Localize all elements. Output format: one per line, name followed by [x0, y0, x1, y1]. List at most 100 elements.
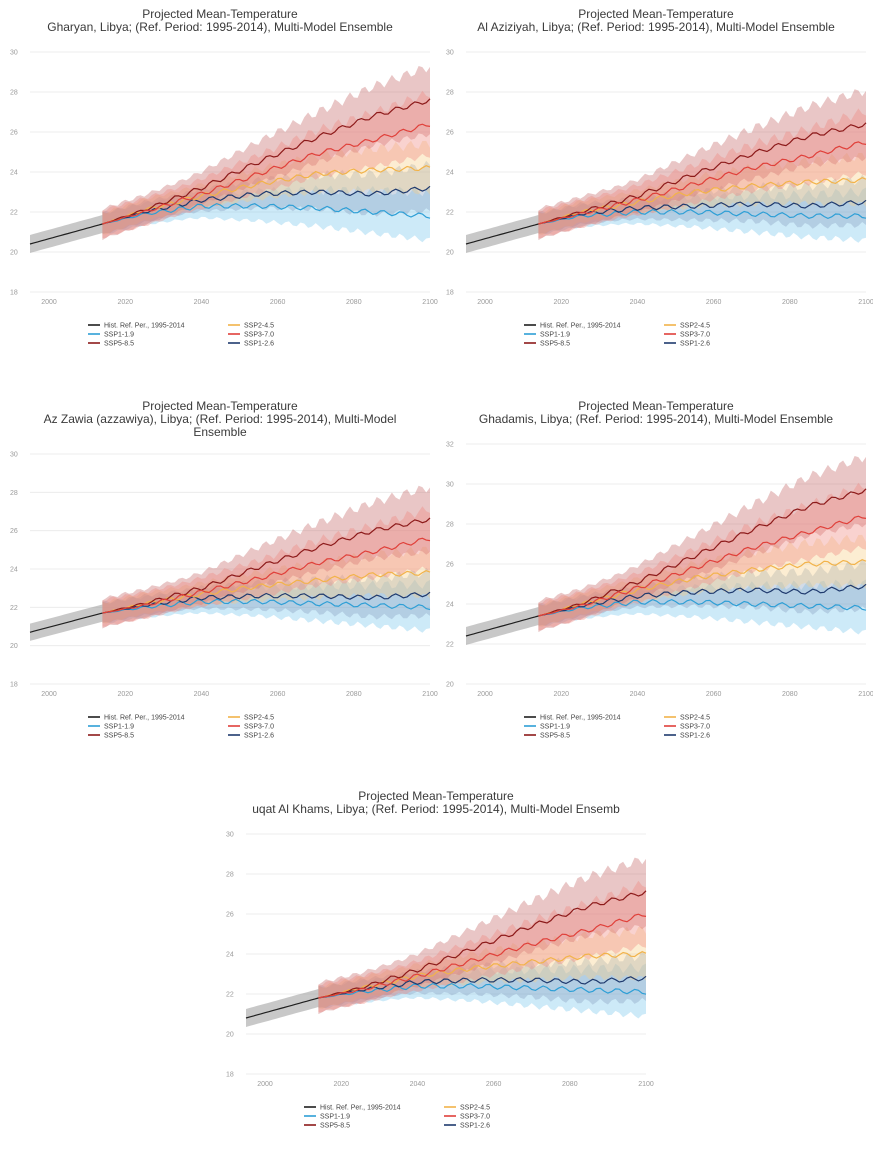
y-tick-label: 26	[446, 130, 454, 137]
series-line	[538, 208, 867, 225]
uncertainty-band	[102, 546, 431, 624]
x-tick-label: 2060	[486, 1081, 502, 1088]
chart-panel-2: 18 20 22 24 26 28 30 2000 2020 2040 2060 2080 2100 Hi…	[436, 0, 873, 372]
y-tick-label: 22	[226, 992, 234, 999]
uncertainty-band	[318, 857, 646, 1015]
chart-canvas: 18 20 22 24 26 28 30 2000 2020 2040 2060 2080 2100 Hi…	[446, 50, 873, 348]
chart-subtitle: Gharyan, Libya; (Ref. Period: 1995-2014)…	[47, 20, 393, 34]
x-tick-label: 2100	[858, 299, 873, 306]
legend-label: SSP2-4.5	[244, 323, 274, 330]
chart-title: Projected Mean-Temperature	[578, 7, 734, 21]
y-tick-label: 28	[10, 490, 18, 497]
x-tick-label: 2000	[477, 691, 493, 698]
legend-label: SSP3-7.0	[244, 332, 274, 339]
series-line	[318, 951, 647, 999]
y-tick-label: 26	[226, 912, 234, 919]
series-line	[102, 123, 431, 225]
x-tick-label: 2040	[630, 691, 646, 698]
legend-label: SSP1-2.6	[460, 1123, 490, 1130]
chart-panel-3: 18 20 22 24 26 28 30 2000 2020 2040 2060 2080 2100 Hi…	[0, 392, 440, 764]
x-tick-label: 2020	[333, 1081, 349, 1088]
legend-label: Hist. Ref. Per., 1995-2014	[540, 323, 621, 330]
legend-label: SSP5-8.5	[540, 341, 570, 348]
legend-label: SSP3-7.0	[680, 724, 710, 731]
uncertainty-band	[538, 152, 866, 235]
x-tick-label: 2060	[706, 691, 722, 698]
chart-canvas: 18 20 22 24 26 28 30 2000 2020 2040 2060 2080 2100 Hi…	[10, 50, 438, 348]
y-tick-label: 18	[446, 290, 454, 297]
series-line	[102, 202, 431, 225]
x-tick-label: 2040	[194, 299, 210, 306]
y-tick-label: 18	[10, 682, 18, 689]
series-line	[318, 890, 647, 999]
series-line	[538, 488, 867, 617]
chart-subtitle-line-2: Ensemble	[193, 425, 247, 439]
x-tick-label: 2040	[194, 691, 210, 698]
y-tick-label: 22	[446, 642, 454, 649]
y-tick-label: 20	[446, 250, 454, 257]
x-tick-label: 2060	[270, 691, 286, 698]
series-line	[538, 515, 867, 617]
y-tick-label: 28	[446, 522, 454, 529]
x-tick-label: 2020	[553, 691, 569, 698]
y-tick-label: 30	[10, 50, 18, 57]
uncertainty-band	[538, 456, 866, 633]
y-tick-label: 24	[10, 170, 18, 177]
uncertainty-band	[538, 174, 866, 234]
uncertainty-band	[102, 567, 431, 623]
legend-label: SSP3-7.0	[460, 1114, 490, 1121]
y-tick-label: 30	[446, 482, 454, 489]
chart-subtitle: Al Aziziyah, Libya; (Ref. Period: 1995-2…	[477, 20, 835, 34]
chart-title: Projected Mean-Temperature	[578, 399, 734, 413]
legend-label: SSP1-2.6	[680, 733, 710, 740]
x-tick-label: 2100	[422, 299, 438, 306]
chart-panel-4: 20 22 24 26 28 30 32 2000 2020 2040 2060 2080 2100 Hi…	[436, 392, 873, 764]
y-tick-label: 30	[226, 832, 234, 839]
legend-label: SSP2-4.5	[244, 715, 274, 722]
x-tick-label: 2100	[638, 1081, 654, 1088]
x-tick-label: 2020	[553, 299, 569, 306]
y-tick-label: 20	[10, 250, 18, 257]
series-line	[29, 612, 103, 633]
legend-label: SSP1-1.9	[104, 724, 134, 731]
legend-label: SSP3-7.0	[680, 332, 710, 339]
x-tick-label: 2000	[41, 299, 57, 306]
x-tick-label: 2100	[858, 691, 873, 698]
series-line	[318, 913, 647, 999]
x-tick-label: 2060	[270, 299, 286, 306]
x-tick-label: 2000	[477, 299, 493, 306]
y-tick-label: 22	[10, 210, 18, 217]
legend-label: SSP1-2.6	[244, 733, 274, 740]
series-line	[538, 141, 867, 225]
chart-title: Projected Mean-Temperature	[142, 399, 298, 413]
y-tick-label: 32	[446, 442, 454, 449]
x-tick-label: 2100	[422, 691, 438, 698]
y-tick-label: 20	[10, 643, 18, 650]
uncertainty-band	[102, 160, 431, 234]
legend-label: SSP5-8.5	[104, 733, 134, 740]
x-tick-label: 2020	[117, 691, 133, 698]
chart-canvas: 18 20 22 24 26 28 30 2000 2020 2040 2060 2080 2100 Hi…	[226, 832, 654, 1130]
series-line	[465, 615, 539, 637]
y-tick-label: 28	[446, 90, 454, 97]
y-tick-label: 28	[10, 90, 18, 97]
series-line	[538, 598, 867, 617]
series-line	[102, 98, 431, 225]
uncertainty-band	[102, 140, 431, 235]
chart-title: Projected Mean-Temperature	[358, 789, 514, 803]
series-line	[102, 517, 431, 614]
uncertainty-band	[102, 579, 431, 633]
legend-label: Hist. Ref. Per., 1995-2014	[104, 715, 185, 722]
x-tick-label: 2080	[346, 299, 362, 306]
legend-label: SSP3-7.0	[244, 724, 274, 731]
series-line	[102, 598, 431, 614]
legend-label: SSP2-4.5	[680, 323, 710, 330]
legend-label: SSP1-1.9	[540, 724, 570, 731]
y-tick-label: 20	[226, 1032, 234, 1039]
legend-label: SSP1-2.6	[680, 341, 710, 348]
chart-subtitle: Ghadamis, Libya; (Ref. Period: 1995-2014…	[478, 412, 834, 426]
y-tick-label: 26	[10, 528, 18, 535]
series-line	[29, 223, 103, 245]
y-tick-label: 24	[10, 567, 18, 574]
chart-panel-5: 18 20 22 24 26 28 30 2000 2020 2040 2060 2080 2100 Hi…	[216, 782, 656, 1154]
